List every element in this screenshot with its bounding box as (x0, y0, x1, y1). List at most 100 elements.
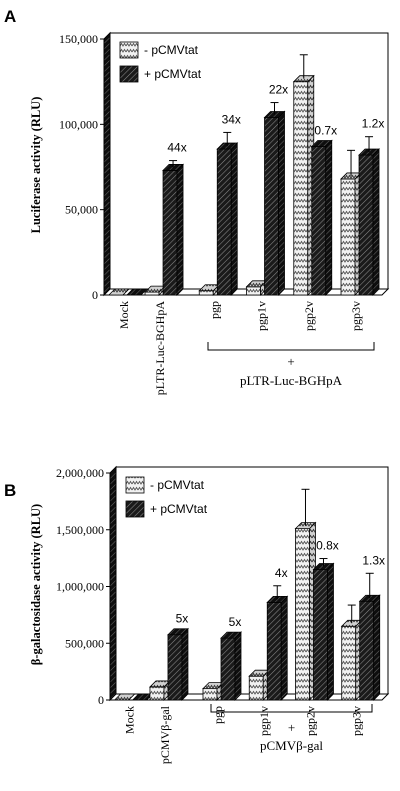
category-label: pgp2v (303, 706, 317, 736)
bar-plus-pcmvtat (312, 562, 335, 701)
bar-plus-pcmvtat (358, 594, 381, 701)
bracket-plus: + (288, 720, 295, 735)
fold-label: 34x (222, 112, 241, 126)
y-axis-label: β-galactosidase activity (RLU) (29, 504, 43, 665)
bar-plus-pcmvtat (310, 139, 333, 296)
bar-face (359, 600, 375, 701)
legend-label: - pCMVtat (144, 43, 199, 57)
panel-a: A 0 50,000 100,000 150,000 Luciferase activit… (4, 7, 390, 396)
bar-side (325, 139, 333, 296)
bar-face (311, 146, 327, 296)
bar-top (125, 288, 148, 296)
bar-top (310, 140, 333, 147)
legend-label: + pCMVtat (150, 502, 208, 516)
panel-label: B (4, 481, 16, 500)
bar-face (248, 675, 264, 701)
bar-face (293, 81, 309, 296)
fold-label: 1.3x (362, 553, 385, 567)
group-bracket (210, 704, 373, 713)
y-tick-label: 0 (98, 693, 104, 707)
bar-face (266, 601, 282, 701)
bar-minus-pcmvtat (148, 679, 171, 701)
bar-side (181, 627, 189, 701)
bar-side (278, 110, 285, 296)
y-tick-label: 500,000 (65, 636, 104, 650)
bar-plus-pcmvtat (125, 288, 148, 296)
legend-label: - pCMVtat (150, 478, 205, 492)
bar-plus-pcmvtat (216, 142, 239, 296)
fold-label: 4x (275, 566, 288, 580)
fold-label: 0.8x (316, 539, 339, 553)
bar-face (167, 634, 183, 701)
category-label: pCMVβ-gal (158, 705, 172, 764)
legend: - pCMVtat + pCMVtat (125, 476, 208, 518)
bar-minus-pcmvtat (340, 171, 362, 296)
bracket-label: pCMVβ-gal (260, 738, 323, 753)
bar-face (162, 170, 178, 296)
fold-label: 5x (229, 615, 242, 629)
bar-minus-pcmvtat (202, 681, 224, 701)
bar-side (234, 631, 242, 701)
bar-minus-pcmvtat (294, 521, 317, 701)
bar-face (202, 688, 218, 701)
bar-top (113, 693, 136, 701)
legend-swatch (125, 476, 145, 494)
category-label: pgp3v (349, 301, 363, 331)
y-axis-label: Luciferase activity (RLU) (29, 97, 43, 234)
bar-face (358, 154, 374, 296)
category-label: pLTR-Luc-BGHpA (153, 301, 167, 396)
category-label: pgp3v (350, 706, 364, 736)
y-tick-label: 1,500,000 (56, 523, 104, 537)
y-tick-label: 1,000,000 (56, 580, 104, 594)
bar-plus-pcmvtat (166, 627, 189, 701)
category-label: Mock (123, 706, 137, 734)
bar-side (373, 594, 381, 701)
category-label: pgp (211, 706, 225, 724)
bar-face (149, 686, 165, 701)
bracket-plus: + (287, 354, 294, 369)
category-label: Mock (117, 301, 131, 329)
bar-minus-pcmvtat (292, 74, 315, 296)
fold-label: 5x (176, 612, 189, 626)
panel-b: B 0 500,000 1,000,000 1,500,000 2,000,000 β-ga… (4, 465, 390, 764)
bar-minus-pcmvtat (340, 619, 363, 701)
y-tick-label: 2,000,000 (56, 466, 104, 480)
bar-face (144, 291, 160, 296)
bar-side (280, 595, 288, 701)
bar-face (220, 637, 236, 701)
legend-swatch (119, 65, 139, 83)
bar-face (246, 286, 261, 296)
bar-side (327, 562, 334, 701)
bar-face (198, 290, 214, 296)
fold-label: 44x (167, 141, 186, 155)
bar-face (216, 148, 232, 296)
bar-plus-pcmvtat (162, 163, 185, 296)
y-axis-wall (109, 465, 117, 702)
bar-face (340, 178, 356, 296)
y-tick-label: 0 (92, 288, 98, 302)
bar-face (295, 528, 310, 701)
legend-label: + pCMVtat (144, 67, 202, 81)
bar-face (313, 569, 328, 701)
bar-top (220, 631, 242, 639)
bar-plus-pcmvtat (266, 595, 289, 701)
bar-plus-pcmvtat (220, 631, 242, 701)
fold-label: 1.2x (362, 117, 385, 131)
y-tick-label: 150,000 (59, 32, 98, 46)
bar-minus-pcmvtat (113, 693, 136, 701)
bar-side (372, 148, 380, 296)
bar-side (230, 142, 238, 296)
bar-minus-pcmvtat (107, 288, 130, 296)
bar-face (264, 117, 279, 296)
category-label: pgp2v (302, 301, 316, 331)
bar-plus-pcmvtat (263, 110, 286, 296)
y-axis-wall (103, 31, 111, 297)
category-label: pgp1v (255, 301, 269, 331)
bar-minus-pcmvtat (248, 669, 271, 701)
fold-label: 0.7x (314, 124, 337, 138)
bar-face (341, 625, 357, 701)
legend: - pCMVtat + pCMVtat (119, 41, 202, 83)
group-bracket (207, 342, 375, 351)
bar-side (176, 163, 184, 296)
fold-label: 22x (269, 83, 288, 97)
